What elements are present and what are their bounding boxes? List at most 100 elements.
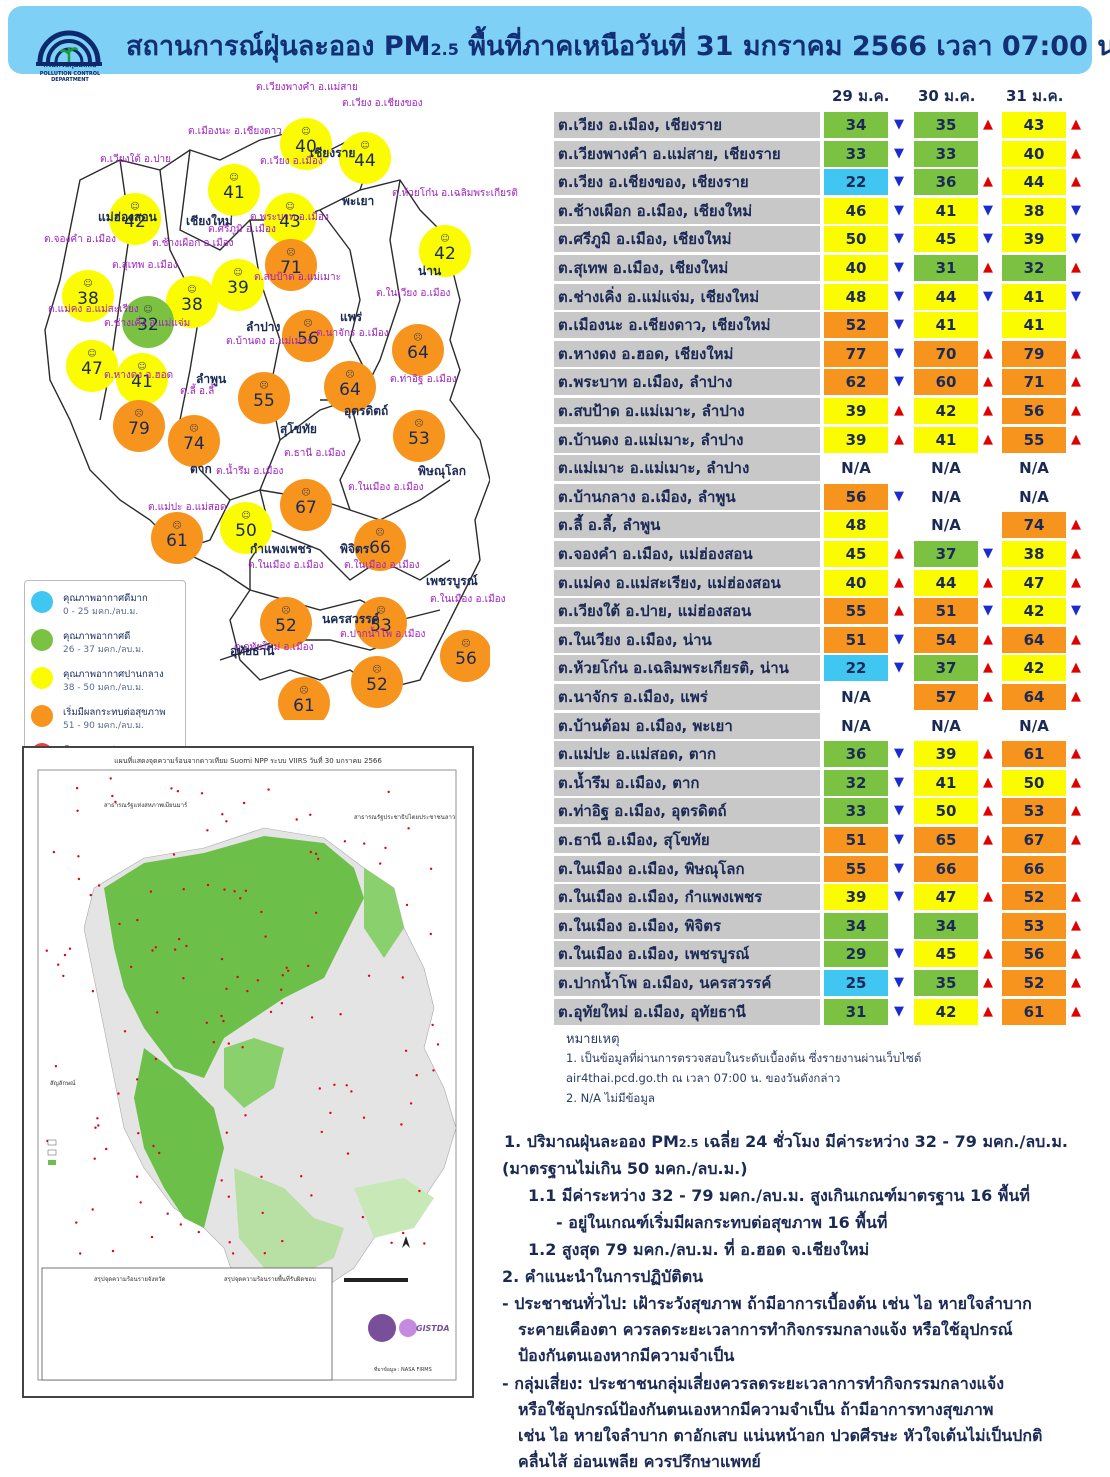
hotspot-dot [307,964,310,968]
hotspot-dot [431,1023,434,1027]
pm25-value-day3: 50 [1002,769,1066,796]
station-marker [354,519,406,571]
hotspot-dot [77,855,80,858]
hotspot-dot [260,1175,263,1178]
trend-down-icon: ▼ [894,488,904,504]
hotspot-map-canvas [37,769,457,1381]
trend-up-icon: ▲ [1071,946,1081,962]
station-label: ต.บ้านดง อ.แม่เมาะ [226,336,313,347]
pm25-value-day1: 52 [824,312,888,339]
trend-down-icon: ▼ [983,288,993,304]
hotspot-dot [221,813,224,816]
hotspot-dot [135,1078,139,1081]
station-name: ต.ในเมือง อ.เมือง, พิจิตร [554,912,820,939]
trend-up-icon: ▲ [983,345,993,361]
station-label: ต.ศรีภูมิ อ.เมือง [208,224,276,235]
trend-up-icon: ▲ [894,546,904,561]
trend-down-icon: ▼ [894,145,904,161]
pm25-value-day3: 67 [1002,827,1066,853]
station-name: ต.บ้านต้อม อ.เมือง, พะเยา [554,712,820,739]
hotspot-dot [220,957,224,961]
summary-line-7: - ประชาชนทั่วไป: เฝ้าระวังสุขภาพ ถ้ามีอา… [502,1294,1032,1313]
pm25-value-day1: 56 [824,483,888,510]
station-name: ต.บ้านกลาง อ.เมือง, ลำพูน [554,483,820,510]
pm25-value-day2: 44 [914,569,978,596]
station-name: ต.ในเวียง อ.เมือง, น่าน [554,626,820,653]
hotspot-dot [333,1083,336,1086]
summary-province-title: สรุปจุดความร้อนรายจังหวัด [94,1276,166,1283]
pm25-value-day1: 25 [824,970,888,996]
province-label: พะเยา [342,194,375,208]
trend-up-icon: ▲ [1071,345,1081,361]
trend-down-icon: ▼ [1071,603,1081,619]
pm25-value-day2: 57 [914,684,978,710]
province-label: ลำพูน [196,372,227,386]
station-label: ต.ในเมือง อ.เมือง [348,482,424,493]
pm25-value-day1: 33 [824,140,888,167]
summary-line-4: - อยู่ในเกณฑ์เริ่มมีผลกระทบต่อสุขภาพ 16 … [556,1213,888,1232]
pm25-value-day3: 61 [1002,998,1066,1025]
hotspot-dot [172,853,176,856]
pm25-value-day3: 53 [1002,798,1066,825]
trend-up-icon: ▲ [1071,117,1081,132]
page-title: สถานการณ์ฝุ่นละออง PM2.5 พื้นที่ภาคเหนือ… [126,31,1110,62]
station-name: ต.ศรีภูมิ อ.เมือง, เชียงใหม่ [554,226,820,253]
legend-range: 51 - 90 มคก./ลบ.ม. [63,721,144,731]
pm25-value-day1: 48 [824,512,888,539]
station-name: ต.ห้วยโก๋น อ.เฉลิมพระเกียรติ, น่าน [554,655,820,682]
station-value: 43 [279,212,301,232]
pm25-value-day1: 45 [824,541,888,567]
pm25-value-day3: N/A [1019,487,1049,506]
pm25-value-day2: N/A [931,516,961,535]
trend-down-icon: ▼ [894,975,904,990]
station-label: ต.สบป้าด อ.แม่เมาะ [254,272,341,283]
station-value: 67 [295,498,317,518]
hotspot-dot [316,857,320,861]
station-marker [339,132,391,184]
hotspot-dot [129,965,133,969]
hotspot-dot [269,1010,273,1014]
pm25-value-day2: 51 [914,598,978,625]
hotspot-dot [105,1147,108,1151]
trend-down-icon: ▼ [894,860,904,876]
trend-down-icon: ▼ [894,117,904,132]
hotspot-dot [409,1102,413,1105]
hotspot-dot [205,1021,208,1024]
neighbor-label-laos: สาธารณรัฐประชาธิปไตยประชาชนลาว [354,814,456,821]
pm25-value-day3: 47 [1002,569,1066,596]
hotspot-dot [156,1011,159,1014]
trend-up-icon: ▲ [1071,431,1081,447]
trend-down-icon: ▼ [894,803,904,819]
pm25-value-day1: 39 [824,398,888,424]
station-label: ต.พระบาท อ.เมือง [250,212,329,223]
station-value: 53 [370,616,392,636]
trend-down-icon: ▼ [1071,202,1081,218]
hotspot-dot [170,787,173,790]
pm25-value-day1: N/A [841,716,871,735]
pm25-value-day1: 77 [824,340,888,367]
trend-up-icon: ▲ [983,832,993,847]
hotspot-dot [261,1211,264,1215]
hotspot-dot [241,1046,244,1049]
pm25-value-day1: N/A [841,459,871,478]
station-value: 66 [369,538,391,558]
note-1a: 1. เป็นข้อมูลที่ผ่านการตรวจสอบในระดับเบื… [566,1051,922,1065]
station-name: ต.ธานี อ.เมือง, สุโขทัย [554,827,820,853]
frown-face-icon: ☹ [134,408,143,419]
trend-up-icon: ▲ [1071,660,1081,676]
pm25-value-day1: 34 [824,112,888,138]
hotspot-dot [314,852,318,855]
frown-face-icon: ☹ [286,247,295,258]
hotspot-dot [136,918,139,922]
north-thailand-map: ☺40 ☺44☺41☺43☺42☺42☹71☺39☺38 ☺38☺32 ☹56 ☹64☺… [44,118,492,729]
station-name: ต.อุทัยใหม่ อ.เมือง, อุทัยธานี [554,998,820,1025]
data-source: ที่มาข้อมูล : NASA FIRMS [374,1367,432,1373]
trend-down-icon: ▼ [894,202,904,218]
station-value: 32 [137,315,159,335]
hotspot-dot [242,801,246,805]
pm25-value-day3: 53 [1002,912,1066,939]
pm25-value-day1: 36 [824,741,888,768]
station-label: ต.สุเทพ อ.เมือง [112,260,178,271]
hotspot-dot [405,903,409,907]
station-marker [66,340,118,392]
